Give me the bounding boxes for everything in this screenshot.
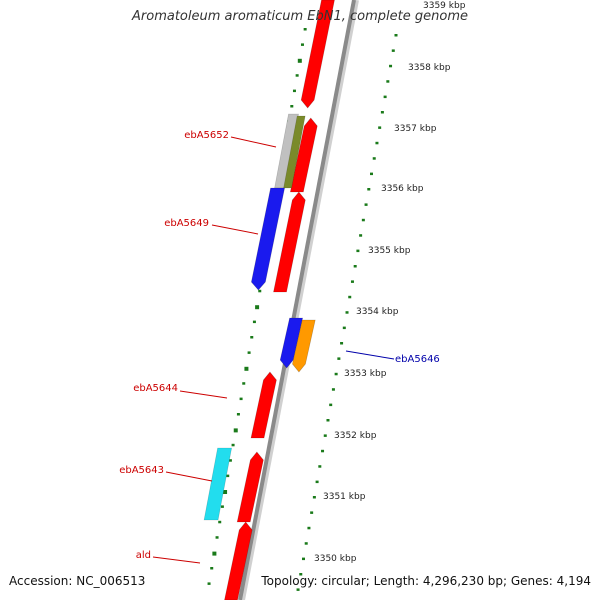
gene-leader-line <box>345 350 395 360</box>
gene-arrow-ald <box>224 521 253 600</box>
gene-arrow-top <box>300 0 335 109</box>
scale-labels: 3350 kbp 3351 kbp 3352 kbp 3353 kbp 3354 kbp… <box>314 1 466 564</box>
scale-label: 3353 kbp <box>344 369 387 379</box>
gene-arrow-ebA5646-orange <box>292 319 316 373</box>
gene-leader-line <box>211 224 259 235</box>
gene-box-ebA5643 <box>203 447 232 521</box>
inner-tick-track <box>296 34 398 591</box>
backbone-line <box>238 0 356 600</box>
gene-box-olive <box>283 115 306 189</box>
backbone <box>238 0 359 600</box>
gene-label: ebA5644 <box>133 383 178 394</box>
scale-label: 3352 kbp <box>334 431 377 441</box>
scale-label: 3357 kbp <box>394 124 437 134</box>
scale-label: 3358 kbp <box>408 63 451 73</box>
scale-label: 3359 kbp <box>423 1 466 11</box>
gene-arrow-ebA5643-neighbor <box>236 451 264 523</box>
scale-label: 3355 kbp <box>368 246 411 256</box>
gene-arrow-ebA5649-neighbor <box>273 191 306 293</box>
map-title: Aromatoleum aromaticum EbN1, complete ge… <box>132 9 468 24</box>
gene-arrow-ebA5644 <box>250 371 277 439</box>
gene-features <box>203 0 335 600</box>
gene-arrow-ebA5649 <box>251 187 285 291</box>
scale-label: 3351 kbp <box>323 492 366 502</box>
gene-labels: ebA5652 ebA5649 ebA5646 ebA5644 ebA5643 ald <box>119 130 440 564</box>
gene-leader-line <box>152 556 201 564</box>
scale-label: 3350 kbp <box>314 554 357 564</box>
gene-label: ebA5646 <box>395 354 440 365</box>
topology-text: Topology: circular; Length: 4,296,230 bp… <box>261 574 591 588</box>
gene-label: ald <box>136 550 151 561</box>
gene-leader-line <box>179 390 228 399</box>
gene-leader-line <box>230 136 277 148</box>
gene-leader-line <box>165 471 213 482</box>
gene-arrow-ebA5646-blue <box>279 317 303 369</box>
gene-label: ebA5643 <box>119 465 164 476</box>
gene-label: ebA5649 <box>164 218 209 229</box>
accession-text: Accession: NC_006513 <box>9 574 146 588</box>
gene-label: ebA5652 <box>184 130 229 141</box>
scale-label: 3354 kbp <box>356 307 399 317</box>
scale-label: 3356 kbp <box>381 184 424 194</box>
